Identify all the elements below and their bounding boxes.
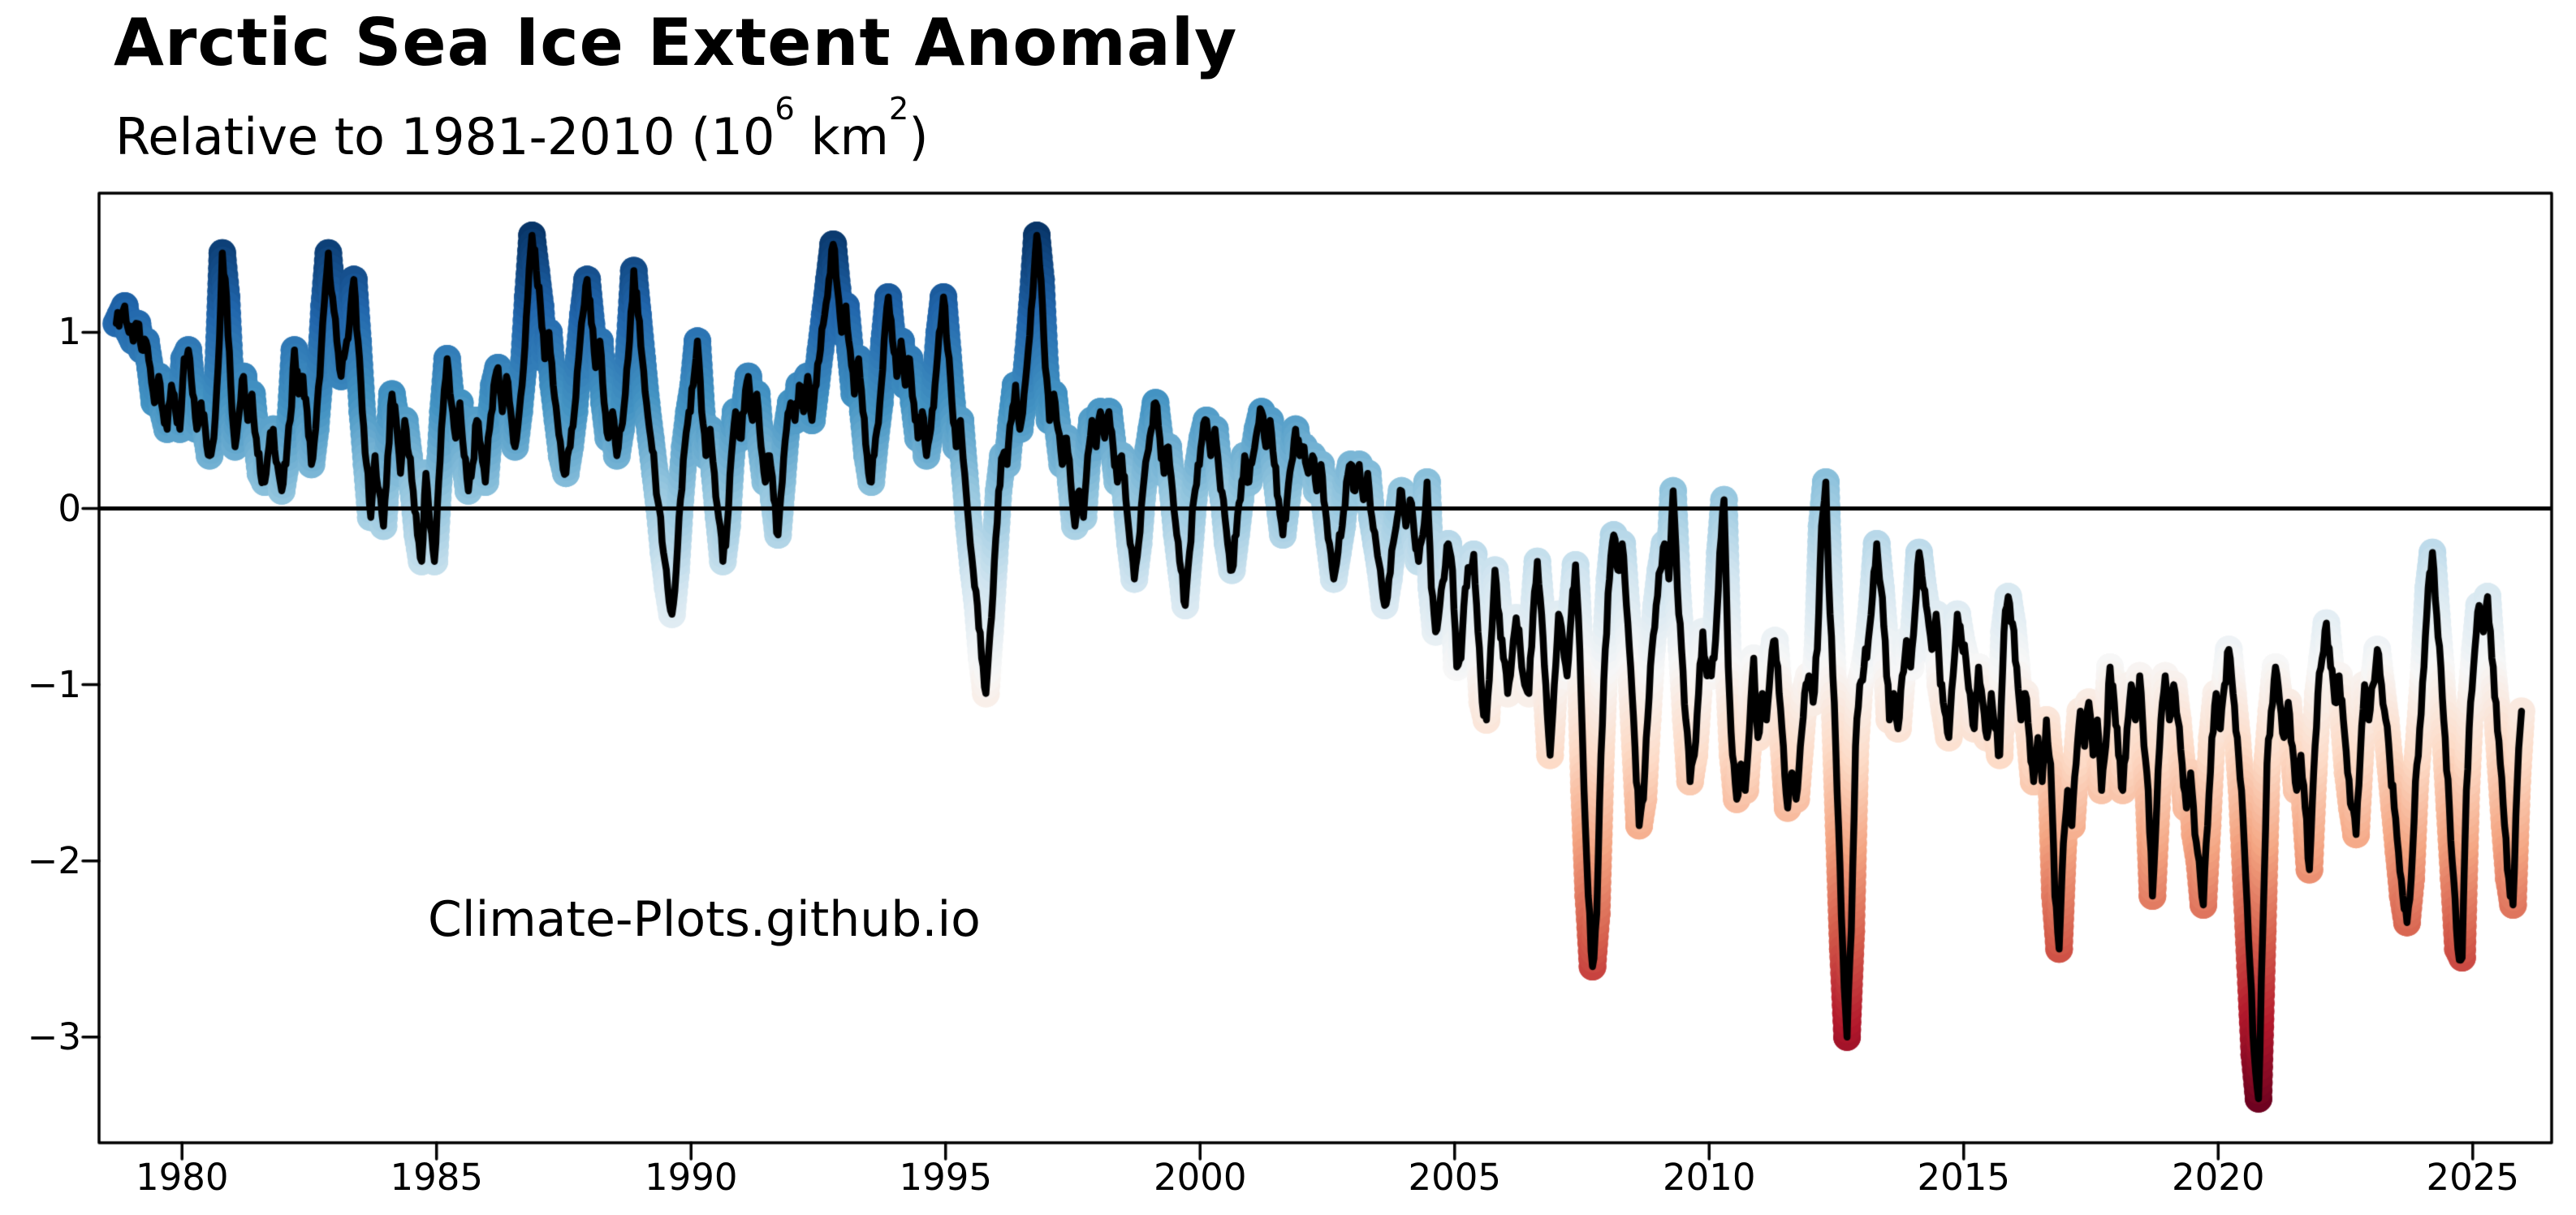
subtitle-superscript-exponent: 6 [775,91,795,128]
y-tick-label-1: 1 [58,310,81,354]
x-tick-label-1980: 1980 [135,1156,229,1199]
chart-subtitle: Relative to 1981-2010 (106 km2) [115,91,929,166]
subtitle-text: Relative to 1981-2010 (10 [115,107,775,166]
y-tick-label--2: −2 [27,838,81,882]
x-tick-label-1995: 1995 [899,1156,992,1199]
x-tick-label-2010: 2010 [1663,1156,1756,1199]
x-tick-label-2015: 2015 [1917,1156,2011,1199]
page-title: Arctic Sea Ice Extent Anomaly [114,5,1238,80]
y-tick-label--1: −1 [27,662,81,706]
watermark-label: Climate-Plots.github.io [428,891,981,948]
x-tick-label-1985: 1985 [390,1156,483,1199]
y-tick-label--3: −3 [27,1015,81,1058]
x-tick-label-1990: 1990 [644,1156,738,1199]
y-tick-label-0: 0 [58,486,81,530]
x-tick-label-2020: 2020 [2172,1156,2265,1199]
subtitle-closing: ) [908,107,929,166]
subtitle-unit: km [794,107,889,166]
subtitle-superscript-squared: 2 [888,91,909,128]
x-tick-label-2005: 2005 [1408,1156,1502,1199]
x-tick-label-2000: 2000 [1153,1156,1247,1199]
x-tick-label-2025: 2025 [2426,1156,2520,1199]
